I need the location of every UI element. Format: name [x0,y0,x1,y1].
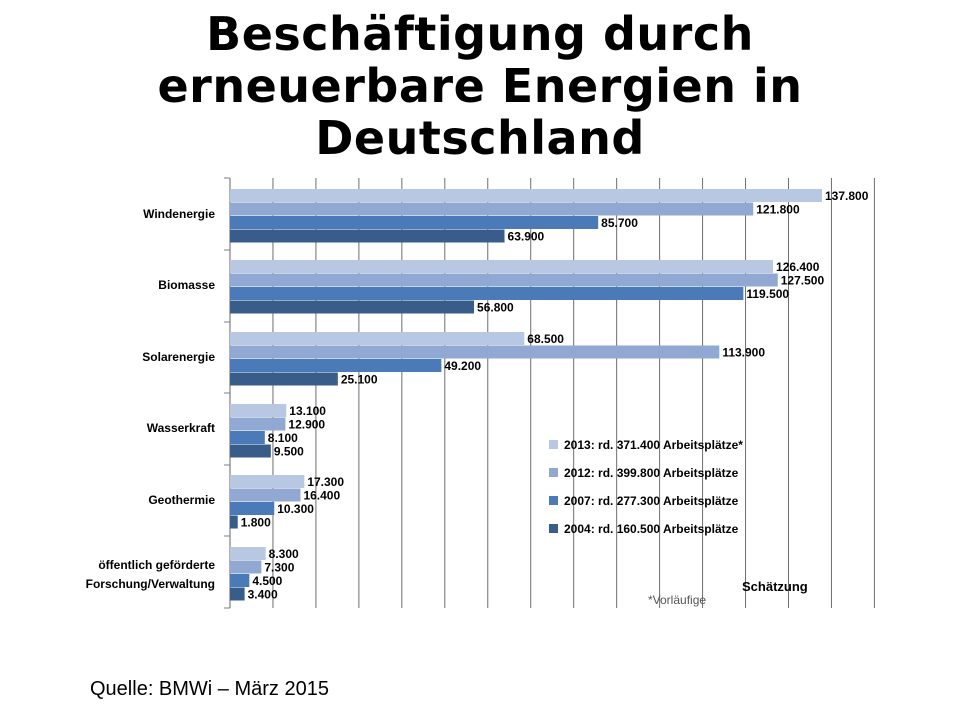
legend-swatch [549,496,558,505]
data-label: 7.300 [264,561,294,575]
data-label: 68.500 [527,332,564,346]
legend: 2013: rd. 371.400 Arbeitsplätze* 2012: rd… [549,438,743,536]
legend-label: 2007: rd. 277.300 Arbeitsplätze [564,494,739,508]
bar [230,547,266,560]
data-label: 17.300 [307,475,344,489]
chart-title: Beschäftigung durch erneuerbare Energien… [157,7,803,165]
data-label: 8.300 [269,547,299,561]
bar [230,332,525,345]
annotation-schaetzung: Schätzung [742,579,808,594]
category-label: Windenergie [143,207,215,221]
bar [230,560,262,574]
bar [230,587,245,601]
source-note: Quelle: BMWi – März 2015 [90,678,329,700]
data-label: 25.100 [341,373,378,387]
data-label: 9.500 [274,445,304,459]
bar [230,359,442,372]
category-label: Wasserkraft [147,421,215,435]
data-label: 85.700 [601,216,638,230]
data-label: 137.800 [825,189,869,203]
grid-lines [224,177,875,609]
data-label: 126.400 [776,260,820,274]
legend-swatch [549,468,558,477]
data-label: 13.100 [289,404,326,418]
bar [230,475,305,488]
bar [230,372,338,386]
bar [230,229,505,243]
data-label: 119.500 [746,287,789,301]
data-label: 63.900 [508,230,545,244]
bar [230,502,275,515]
bar [230,515,238,529]
bar [230,444,271,458]
legend-swatch [549,440,558,449]
data-label: 12.900 [288,418,325,432]
category-label: öffentlich geförderte [98,558,215,572]
annotation-vorlaeufige: *Vorläufige [648,593,706,607]
data-label: 121.800 [756,203,800,217]
category-labels: Windenergie Biomasse Solarenergie Wasserkra… [86,207,216,591]
legend-label: 2013: rd. 371.400 Arbeitsplätze* [564,438,743,452]
category-label: Biomasse [158,278,215,292]
data-label: 16.400 [303,489,340,503]
bars: 137.800 121.800 85.700 63.900 126.400127.500… [230,189,869,602]
bar [230,216,599,229]
bar [230,431,265,444]
bar [230,189,822,202]
data-label: 127.500 [781,274,825,288]
legend-label: 2004: rd. 160.500 Arbeitsplätze [564,522,739,536]
legend-label: 2012: rd. 399.800 Arbeitsplätze [564,466,739,480]
bar [230,404,287,417]
bar [230,287,744,300]
data-label: 10.300 [277,502,314,516]
data-label: 3.400 [248,588,278,602]
data-label: 4.500 [252,574,282,588]
bar [230,417,286,431]
data-label: 113.900 [722,346,765,360]
category-label: Solarenergie [142,350,215,364]
bar [230,273,778,287]
data-label: 56.800 [477,301,514,315]
legend-swatch [549,524,558,533]
bar [230,488,301,502]
bar [230,260,774,273]
bar [230,574,250,587]
bar [230,202,754,216]
bar [230,345,720,359]
data-label: 49.200 [444,359,481,373]
data-label: 1.800 [241,516,271,530]
category-label: Forschung/Verwaltung [86,577,215,591]
bar [230,300,475,314]
data-label: 8.100 [268,431,298,445]
category-label: Geothermie [148,493,215,507]
